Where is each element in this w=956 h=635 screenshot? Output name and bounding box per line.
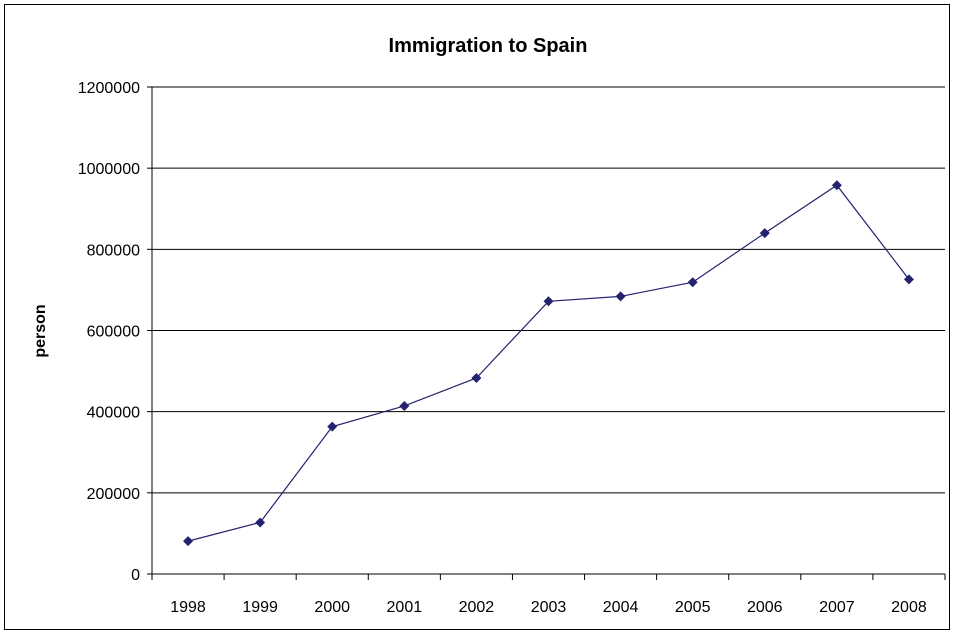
- data-point-2000: [327, 421, 338, 432]
- x-tick-label-2003: 2003: [531, 599, 567, 616]
- series-group: [183, 180, 914, 547]
- y-tick-label-400000: 400000: [87, 405, 140, 422]
- x-tick-label-2000: 2000: [314, 599, 350, 616]
- x-tick-label-2004: 2004: [603, 599, 639, 616]
- y-axis-label: person: [32, 304, 49, 357]
- data-point-2005: [687, 277, 698, 288]
- chart-frame: [4, 4, 950, 630]
- y-tick-label-600000: 600000: [87, 324, 140, 341]
- x-tick-label-2008: 2008: [891, 599, 927, 616]
- y-tick-label-200000: 200000: [87, 486, 140, 503]
- data-point-2006: [759, 228, 770, 239]
- x-tick-label-2002: 2002: [459, 599, 495, 616]
- grid-lines: [152, 86, 945, 494]
- data-point-1998: [183, 536, 194, 547]
- data-point-1999: [255, 517, 266, 528]
- y-tick-label-1000000: 1000000: [78, 161, 140, 178]
- x-tick-labels: 1998 1999 2000 2001 2002 2003 2004 2005 2006 2007…: [170, 599, 927, 616]
- y-tick-label-0: 0: [131, 567, 140, 584]
- y-tick-label-800000: 800000: [87, 242, 140, 259]
- data-point-2001: [399, 400, 410, 411]
- data-point-2002: [471, 372, 482, 383]
- data-point-2008: [903, 274, 914, 285]
- data-point-2003: [543, 296, 554, 307]
- x-tick-label-2005: 2005: [675, 599, 711, 616]
- y-tick-label-1200000: 1200000: [78, 80, 140, 97]
- axes: [147, 86, 946, 580]
- x-tick-label-2007: 2007: [819, 599, 855, 616]
- series-line-0: [187, 184, 910, 542]
- x-tick-label-1998: 1998: [170, 599, 206, 616]
- data-point-2007: [831, 180, 842, 191]
- data-point-2004: [615, 291, 626, 302]
- x-tick-label-2001: 2001: [387, 599, 423, 616]
- chart-title: Immigration to Spain: [389, 35, 588, 57]
- x-tick-label-1999: 1999: [242, 599, 278, 616]
- y-tick-labels: 0 200000 400000 600000 800000 1000000 1200000: [78, 80, 140, 584]
- x-tick-label-2006: 2006: [747, 599, 783, 616]
